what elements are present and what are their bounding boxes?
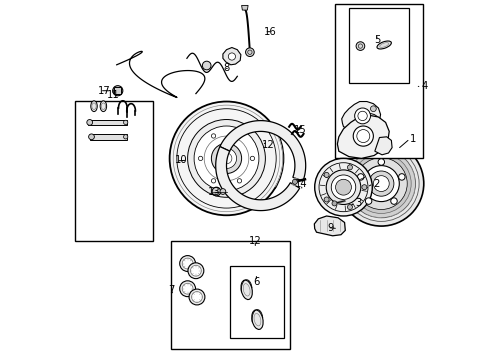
- Circle shape: [216, 148, 236, 168]
- Circle shape: [245, 48, 254, 57]
- Circle shape: [325, 170, 360, 204]
- Text: 16: 16: [264, 27, 277, 37]
- Bar: [170, 241, 289, 349]
- Text: 5: 5: [373, 35, 379, 45]
- Circle shape: [346, 149, 415, 218]
- Text: 12: 12: [248, 236, 261, 246]
- Polygon shape: [337, 115, 388, 158]
- Circle shape: [169, 102, 283, 215]
- Circle shape: [220, 189, 225, 194]
- Text: 17: 17: [98, 86, 110, 96]
- Circle shape: [335, 179, 351, 195]
- Polygon shape: [374, 137, 391, 155]
- Circle shape: [331, 201, 336, 206]
- Text: 2: 2: [373, 179, 379, 189]
- Polygon shape: [223, 48, 241, 65]
- Circle shape: [211, 134, 215, 138]
- Text: 7: 7: [167, 285, 174, 295]
- Circle shape: [228, 53, 235, 60]
- Circle shape: [237, 134, 241, 138]
- Circle shape: [361, 185, 366, 190]
- Circle shape: [123, 135, 127, 139]
- Circle shape: [237, 179, 241, 183]
- Circle shape: [355, 42, 364, 50]
- Circle shape: [212, 187, 220, 196]
- Text: 8: 8: [224, 63, 230, 73]
- Text: 15: 15: [294, 125, 306, 135]
- Polygon shape: [114, 87, 121, 94]
- Circle shape: [211, 143, 241, 174]
- Circle shape: [324, 172, 328, 177]
- Circle shape: [187, 120, 265, 197]
- Circle shape: [182, 258, 193, 269]
- Circle shape: [179, 281, 195, 297]
- Text: 1: 1: [409, 134, 416, 144]
- Ellipse shape: [376, 41, 390, 49]
- Bar: [88, 120, 127, 125]
- Circle shape: [198, 156, 203, 161]
- Polygon shape: [215, 147, 299, 211]
- Circle shape: [363, 166, 399, 202]
- Circle shape: [191, 292, 202, 302]
- Circle shape: [355, 158, 407, 210]
- Circle shape: [87, 120, 92, 125]
- Circle shape: [390, 198, 396, 204]
- Ellipse shape: [241, 280, 252, 300]
- Circle shape: [357, 174, 363, 180]
- Polygon shape: [341, 102, 380, 131]
- Ellipse shape: [91, 101, 97, 112]
- Text: 14: 14: [294, 179, 307, 189]
- Circle shape: [189, 289, 204, 305]
- Circle shape: [202, 61, 211, 70]
- Circle shape: [338, 141, 423, 226]
- Bar: [334, 4, 422, 158]
- Circle shape: [123, 120, 127, 125]
- Text: 10: 10: [175, 155, 187, 165]
- Circle shape: [113, 86, 122, 96]
- Circle shape: [377, 159, 384, 165]
- Text: 3: 3: [355, 198, 361, 208]
- Bar: [89, 134, 127, 140]
- Text: 11: 11: [106, 90, 119, 100]
- Circle shape: [194, 126, 258, 191]
- Circle shape: [351, 154, 410, 213]
- Polygon shape: [220, 121, 305, 181]
- Circle shape: [346, 204, 352, 210]
- Ellipse shape: [251, 310, 263, 329]
- Text: 6: 6: [253, 276, 259, 287]
- Circle shape: [190, 265, 201, 276]
- Text: 12: 12: [261, 140, 274, 150]
- Circle shape: [373, 176, 388, 192]
- Bar: [230, 266, 284, 338]
- Circle shape: [352, 126, 373, 146]
- Text: 9: 9: [326, 222, 333, 233]
- Circle shape: [370, 106, 375, 112]
- Circle shape: [187, 263, 203, 279]
- Circle shape: [368, 171, 393, 196]
- Circle shape: [292, 179, 297, 184]
- Text: 13: 13: [207, 186, 220, 197]
- Bar: [348, 8, 408, 83]
- Circle shape: [365, 198, 371, 204]
- Circle shape: [250, 156, 254, 161]
- Circle shape: [324, 197, 328, 202]
- Circle shape: [88, 134, 94, 140]
- Ellipse shape: [100, 101, 106, 112]
- Bar: [75, 101, 152, 241]
- Circle shape: [211, 179, 215, 183]
- Text: 4: 4: [421, 81, 427, 91]
- Circle shape: [346, 165, 352, 170]
- Circle shape: [398, 174, 404, 180]
- Circle shape: [182, 283, 193, 294]
- Polygon shape: [241, 5, 247, 10]
- Circle shape: [179, 256, 195, 271]
- Circle shape: [314, 158, 371, 216]
- Circle shape: [330, 175, 355, 199]
- Circle shape: [354, 108, 370, 124]
- Polygon shape: [314, 216, 345, 236]
